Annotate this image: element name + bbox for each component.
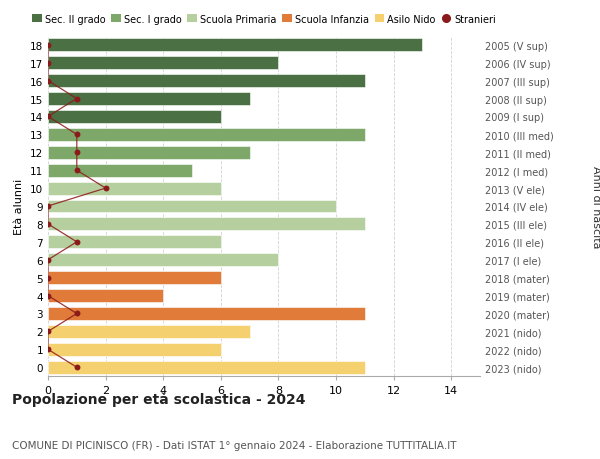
Point [43,113,53,121]
Y-axis label: Età alunni: Età alunni [14,179,25,235]
Bar [48,182,221,195]
Point [72,364,82,371]
Point [43,292,53,300]
Bar [48,343,221,356]
Point [43,346,53,353]
Bar [48,93,250,106]
Bar [48,218,365,231]
Bar [48,290,163,302]
Legend: Sec. II grado, Sec. I grado, Scuola Primaria, Scuola Infanzia, Asilo Nido, Stran: Sec. II grado, Sec. I grado, Scuola Prim… [28,11,500,28]
Bar [48,308,365,320]
Point [43,60,53,67]
Text: Popolazione per età scolastica - 2024: Popolazione per età scolastica - 2024 [12,392,305,406]
Bar [48,75,365,88]
Point [72,239,82,246]
Bar [48,254,278,267]
Bar [48,146,250,159]
Point [72,149,82,157]
Bar [48,200,336,213]
Text: COMUNE DI PICINISCO (FR) - Dati ISTAT 1° gennaio 2024 - Elaborazione TUTTITALIA.: COMUNE DI PICINISCO (FR) - Dati ISTAT 1°… [12,440,457,450]
Bar [48,361,365,374]
Bar [48,272,221,285]
Bar [48,129,365,141]
Bar [48,236,221,249]
Point [101,185,110,192]
Point [43,328,53,336]
Bar [48,39,422,52]
Point [72,310,82,318]
Bar [48,325,250,338]
Point [43,78,53,85]
Bar [48,164,192,177]
Point [43,274,53,282]
Point [43,42,53,49]
Point [43,203,53,210]
Point [43,221,53,228]
Bar [48,57,278,70]
Text: Anni di nascita: Anni di nascita [591,165,600,248]
Point [72,95,82,103]
Point [72,131,82,139]
Point [72,167,82,174]
Bar [48,111,221,123]
Point [43,257,53,264]
